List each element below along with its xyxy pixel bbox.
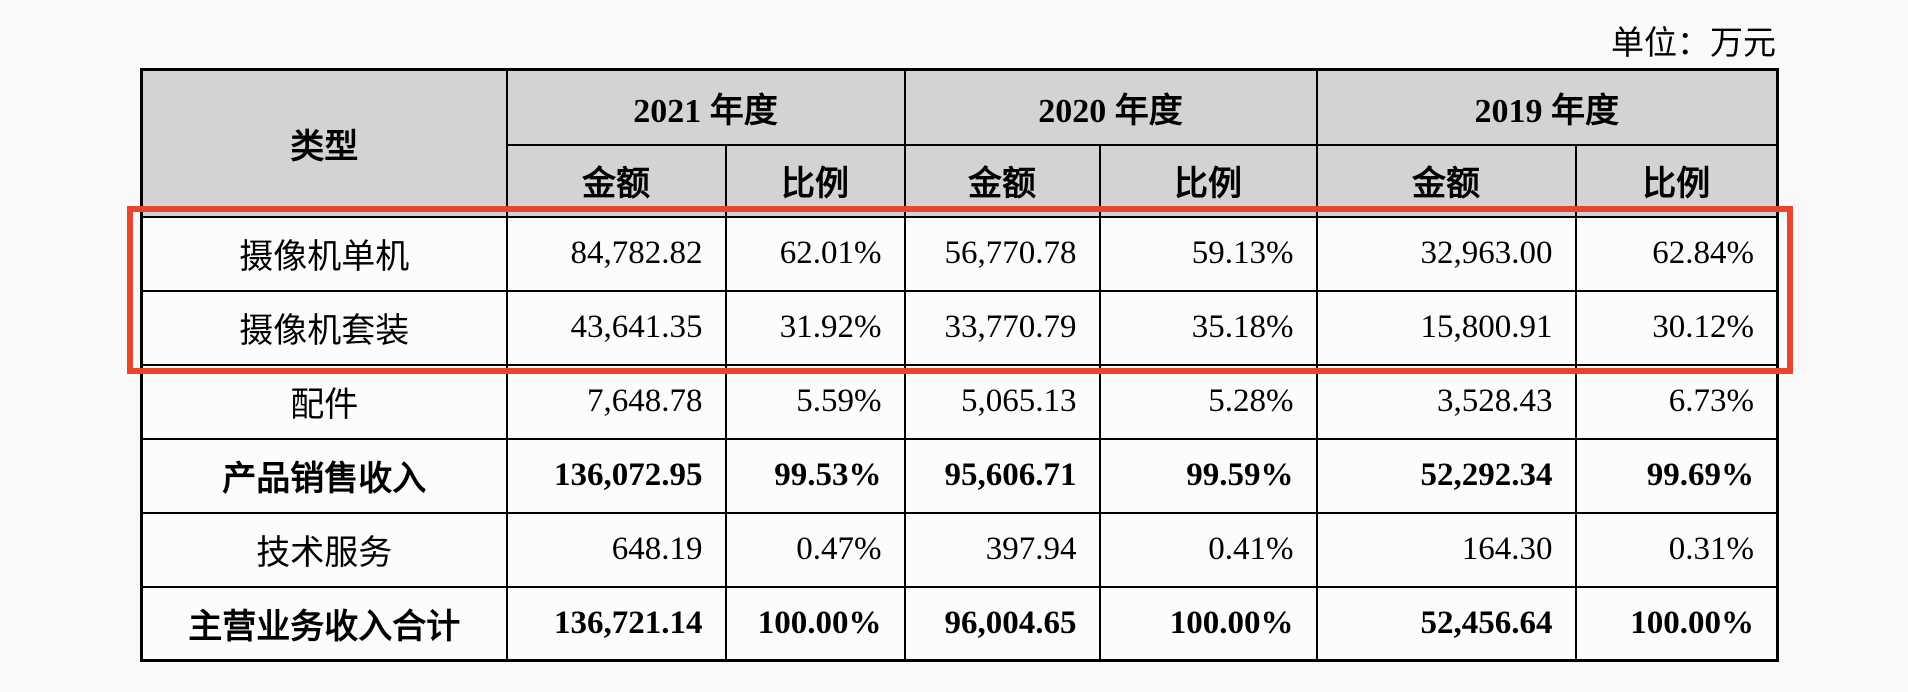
sub-header-amount-2021: 金额 [505,143,727,218]
ratio-cell-2021: 31.92% [724,289,906,366]
row-label-cell: 摄像机套装 [140,289,508,366]
year-header-cell-2019: 2019 年度 [1315,68,1779,146]
sub-header-ratio-2020: 比例 [1098,143,1318,218]
ratio-cell-2020: 0.41% [1098,511,1318,588]
year-header-cell-2020: 2020 年度 [903,68,1318,146]
row-label-cell: 主营业务收入合计 [140,585,508,662]
ratio-cell-2019: 62.84% [1574,215,1779,292]
sub-header-ratio-2019: 比例 [1574,143,1779,218]
amount-cell-2020: 95,606.71 [903,437,1101,514]
ratio-cell-2019: 99.69% [1574,437,1779,514]
amount-cell-2019: 52,292.34 [1315,437,1577,514]
row-label-cell: 产品销售收入 [140,437,508,514]
ratio-cell-2021: 99.53% [724,437,906,514]
type-header-cell: 类型 [140,68,508,218]
amount-cell-2021: 648.19 [505,511,727,588]
amount-cell-2021: 136,072.95 [505,437,727,514]
sub-header-amount-2019: 金额 [1315,143,1577,218]
amount-cell-2020: 33,770.79 [903,289,1101,366]
ratio-cell-2019: 100.00% [1574,585,1779,662]
amount-cell-2019: 15,800.91 [1315,289,1577,366]
table-row: 技术服务 648.19 0.47% 397.94 0.41% 164.30 0.… [140,511,1779,588]
amount-cell-2021: 7,648.78 [505,363,727,440]
table-row: 产品销售收入 136,072.95 99.53% 95,606.71 99.59… [140,437,1779,514]
table-row: 配件 7,648.78 5.59% 5,065.13 5.28% 3,528.4… [140,363,1779,440]
table-row: 主营业务收入合计 136,721.14 100.00% 96,004.65 10… [140,585,1779,662]
amount-cell-2021: 84,782.82 [505,215,727,292]
row-label-cell: 摄像机单机 [140,215,508,292]
amount-cell-2020: 56,770.78 [903,215,1101,292]
ratio-cell-2019: 6.73% [1574,363,1779,440]
revenue-table: 类型 2021 年度 2020 年度 2019 年度 金额 比例 金额 比例 金… [140,68,1779,662]
ratio-cell-2021: 100.00% [724,585,906,662]
amount-cell-2020: 397.94 [903,511,1101,588]
year-header-cell-2021: 2021 年度 [505,68,906,146]
amount-cell-2019: 52,456.64 [1315,585,1577,662]
row-label-cell: 配件 [140,363,508,440]
sub-header-amount-2020: 金额 [903,143,1101,218]
unit-label: 单位：万元 [1611,26,1776,62]
amount-cell-2019: 164.30 [1315,511,1577,588]
ratio-cell-2020: 99.59% [1098,437,1318,514]
ratio-cell-2019: 0.31% [1574,511,1779,588]
ratio-cell-2020: 59.13% [1098,215,1318,292]
table-row: 摄像机单机 84,782.82 62.01% 56,770.78 59.13% … [140,215,1779,292]
ratio-cell-2020: 5.28% [1098,363,1318,440]
table-body: 摄像机单机 84,782.82 62.01% 56,770.78 59.13% … [140,215,1779,662]
ratio-cell-2021: 62.01% [724,215,906,292]
ratio-cell-2021: 0.47% [724,511,906,588]
ratio-cell-2019: 30.12% [1574,289,1779,366]
amount-cell-2021: 43,641.35 [505,289,727,366]
ratio-cell-2020: 100.00% [1098,585,1318,662]
table-row: 摄像机套装 43,641.35 31.92% 33,770.79 35.18% … [140,289,1779,366]
table-header: 类型 2021 年度 2020 年度 2019 年度 金额 比例 金额 比例 金… [140,68,1779,218]
ratio-cell-2020: 35.18% [1098,289,1318,366]
amount-cell-2019: 32,963.00 [1315,215,1577,292]
amount-cell-2019: 3,528.43 [1315,363,1577,440]
row-label-cell: 技术服务 [140,511,508,588]
sub-header-ratio-2021: 比例 [724,143,906,218]
ratio-cell-2021: 5.59% [724,363,906,440]
amount-cell-2020: 5,065.13 [903,363,1101,440]
amount-cell-2020: 96,004.65 [903,585,1101,662]
amount-cell-2021: 136,721.14 [505,585,727,662]
